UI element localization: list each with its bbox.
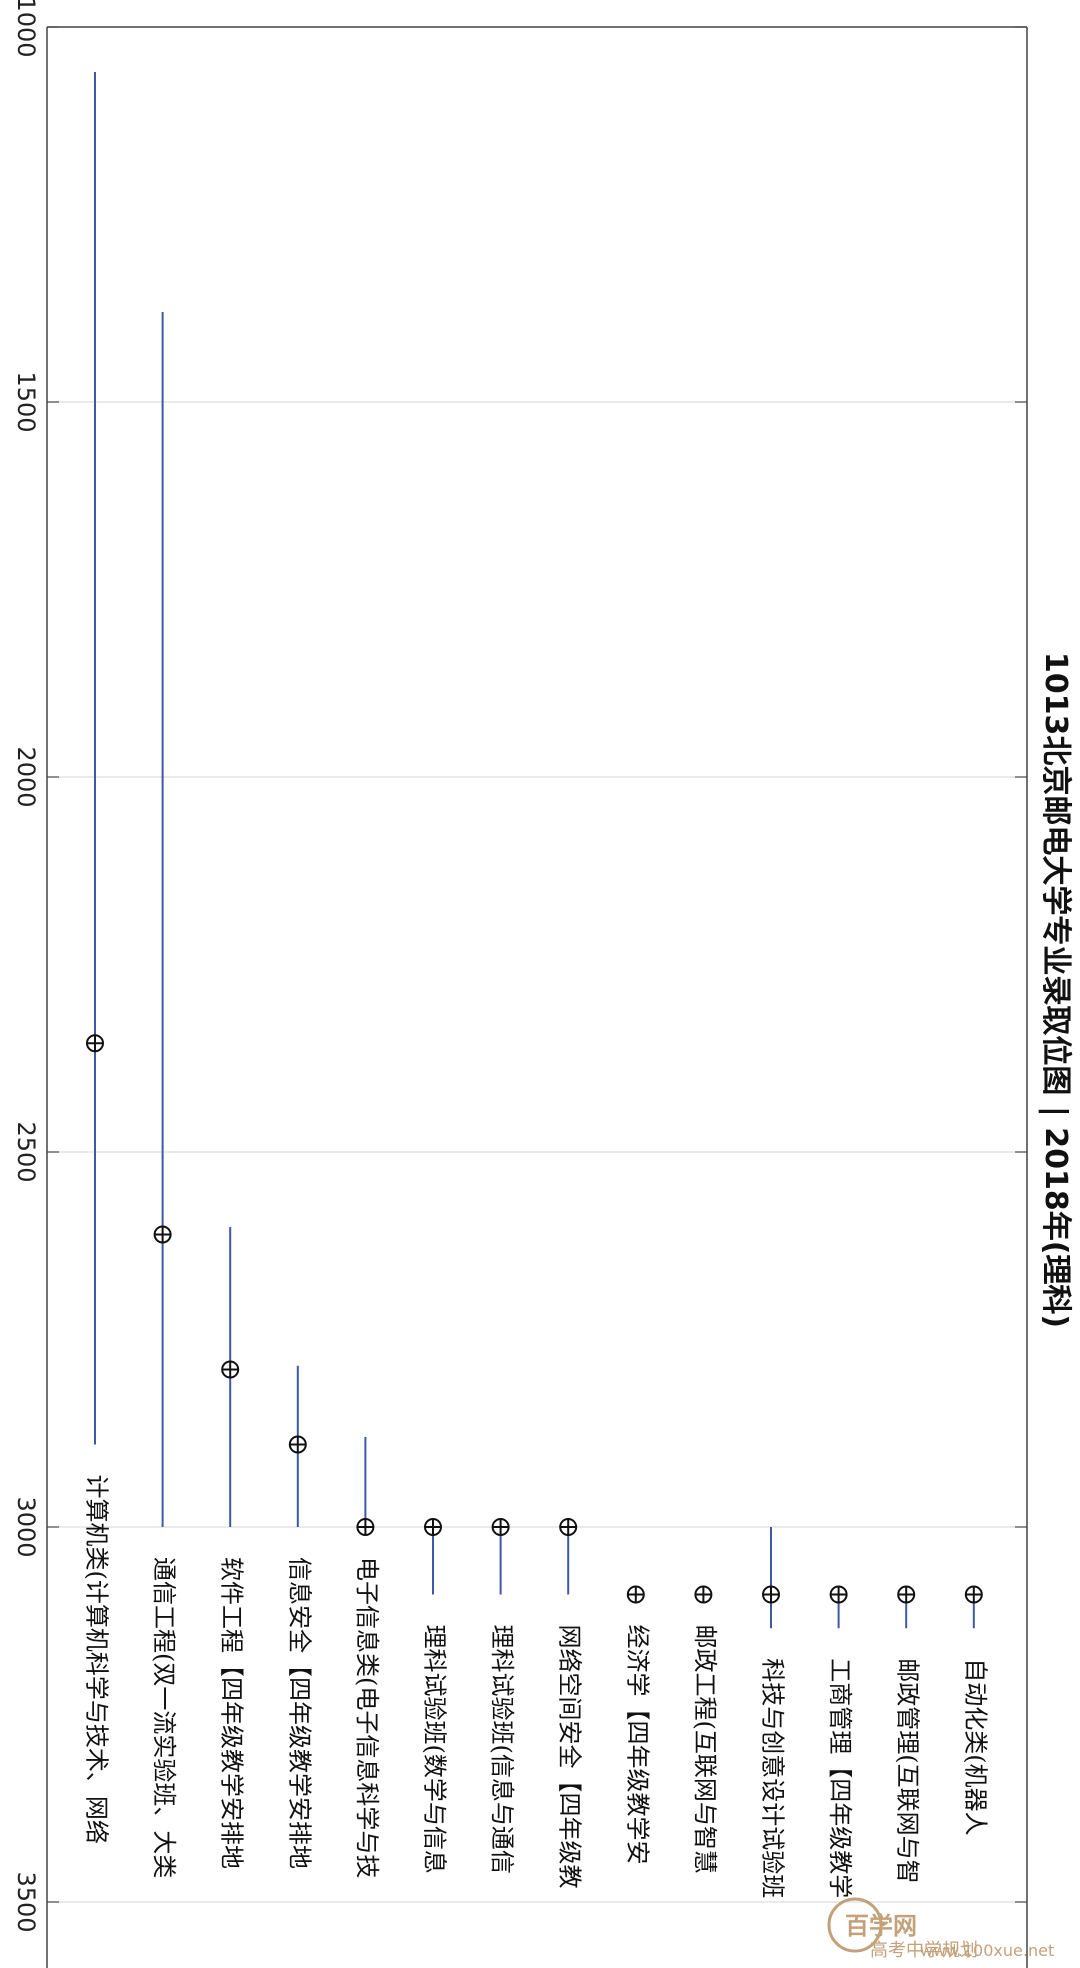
watermark-brand: 百学网 [845, 1912, 917, 1940]
category-label: 经济学【四年级教学安 [623, 1625, 651, 1865]
category-label: 网络空间安全【四年级教 [556, 1625, 584, 1889]
category-label: 信息安全【四年级教学安排地 [285, 1557, 313, 1869]
category-label: 通信工程(双一流实验班、大类 [150, 1557, 178, 1878]
watermark-account: 高考中学规划 [870, 1940, 978, 1961]
watermark-logo: 百学网 www.100xue.net 高考中学规划 [827, 1897, 1054, 1961]
y-tick-label: 2000 [12, 746, 40, 807]
axis-layer [46, 26, 1028, 1968]
series-layer [86, 72, 983, 1629]
category-label: 工商管理【四年级教学 [826, 1658, 854, 1898]
category-label: 计算机类(计算机科学与技术、网络 [83, 1475, 111, 1844]
ticks-layer: 1000 1500 2000 2500 3000 3500 [12, 0, 40, 1933]
category-label: 理科试验班(信息与通信 [488, 1625, 516, 1874]
y-tick-label: 1500 [12, 371, 40, 432]
grid-layer [47, 401, 1027, 1903]
y-tick-label: 3500 [12, 1871, 40, 1932]
watermark-site: www.100xue.net [920, 1941, 1054, 1960]
labels-layer: 计算机类(计算机科学与技术、网络 通信工程(双一流实验班、大类 软件工程【四年级教学… [83, 1475, 990, 1899]
y-tick-label: 1000 [12, 0, 40, 58]
category-label: 自动化类(机器人 [961, 1658, 989, 1835]
chart-title: 1013北京邮电大学专业录取位图 | 2018年(理科) [1038, 652, 1073, 1328]
category-label: 邮政工程(互联网与智慧 [691, 1625, 719, 1874]
y-tick-label: 2500 [12, 1121, 40, 1182]
y-tick-label: 3000 [12, 1496, 40, 1557]
category-label: 理科试验班(数学与信息 [421, 1625, 449, 1874]
category-label: 科技与创意设计试验班 [759, 1658, 787, 1898]
category-label: 软件工程【四年级教学安排地 [218, 1557, 246, 1869]
category-label: 邮政管理(互联网与智 [894, 1658, 922, 1883]
category-label: 电子信息类(电子信息科学与技 [353, 1557, 381, 1878]
